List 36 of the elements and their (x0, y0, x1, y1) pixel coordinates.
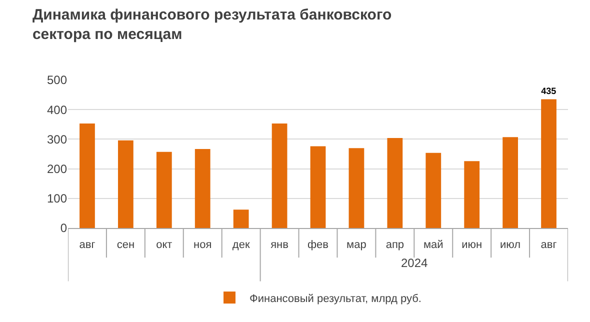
x-tick-label: май (423, 239, 444, 252)
x-tick-label: июн (462, 239, 482, 252)
bar (233, 210, 249, 228)
bar (272, 124, 288, 228)
bar (541, 99, 556, 228)
bar (502, 137, 518, 228)
bar (426, 152, 442, 228)
legend-label: Финансовый результат, млрд руб. (250, 292, 422, 305)
y-tick-label: 300 (46, 132, 68, 146)
y-tick-label: 500 (46, 73, 68, 88)
x-tick-label: окт (156, 239, 172, 252)
bar (464, 161, 480, 228)
bar (387, 138, 403, 228)
x-tick-label: авг (79, 239, 96, 252)
x-tick-label: фев (307, 239, 329, 252)
bar (194, 148, 210, 228)
x-tick-label: мар (346, 239, 366, 252)
bar (348, 148, 364, 228)
text: 2024 (401, 256, 428, 270)
y-tick-label: 200 (46, 162, 68, 176)
y-tick-label: 400 (46, 102, 68, 117)
y-tick-label: 100 (46, 192, 68, 206)
bar (156, 152, 172, 228)
bar (80, 124, 95, 228)
x-tick-label: июл (500, 239, 521, 252)
bar (118, 140, 134, 228)
x-tick-label: ноя (194, 239, 212, 252)
x-tick-label: янв (270, 239, 289, 252)
bar (310, 146, 326, 228)
chart-title: Динамика финансового результата банковского сектора по месяцам (32, 6, 392, 43)
x-tick-label: сен (116, 239, 135, 252)
x-tick-label: апр (386, 239, 404, 252)
x-tick-label: дек (232, 239, 250, 252)
x-tick-label: авг (540, 239, 557, 252)
data-label: 435 (541, 86, 556, 96)
y-tick-label: 0 (60, 221, 68, 236)
